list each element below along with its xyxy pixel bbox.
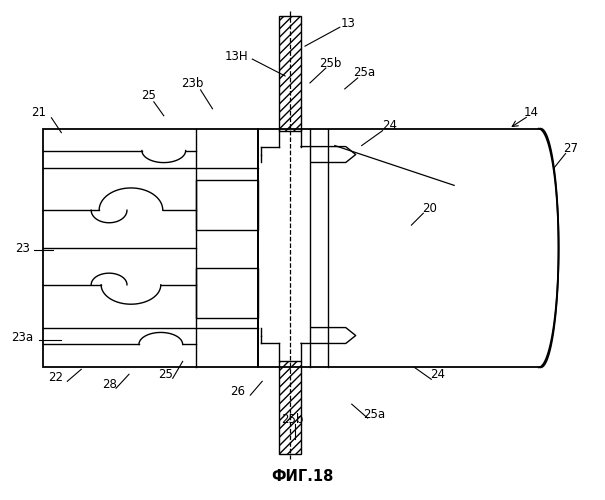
Text: 25: 25	[159, 368, 173, 381]
Text: 27: 27	[563, 142, 578, 155]
Text: 25b: 25b	[281, 412, 303, 426]
Text: 13: 13	[340, 17, 355, 30]
Text: 23b: 23b	[182, 78, 204, 90]
Text: 25: 25	[142, 90, 156, 102]
Text: 28: 28	[102, 378, 117, 391]
Bar	[279, 362, 301, 454]
Text: 24: 24	[382, 119, 397, 132]
Text: 14: 14	[523, 106, 538, 120]
Text: 23: 23	[15, 242, 30, 254]
Text: 26: 26	[231, 384, 245, 398]
Text: 24: 24	[430, 368, 445, 381]
Text: 25b: 25b	[319, 56, 341, 70]
Text: 25a: 25a	[353, 66, 376, 80]
Text: 21: 21	[31, 106, 47, 120]
Bar	[279, 16, 301, 130]
Text: 25a: 25a	[364, 408, 385, 420]
Text: ФИГ.18: ФИГ.18	[271, 469, 333, 484]
Text: 13H: 13H	[224, 50, 248, 62]
Text: 22: 22	[48, 371, 64, 384]
Bar	[195, 180, 258, 230]
Text: 20: 20	[422, 202, 437, 214]
Bar	[44, 128, 258, 368]
Bar	[195, 268, 258, 318]
Text: 23a: 23a	[11, 331, 33, 344]
